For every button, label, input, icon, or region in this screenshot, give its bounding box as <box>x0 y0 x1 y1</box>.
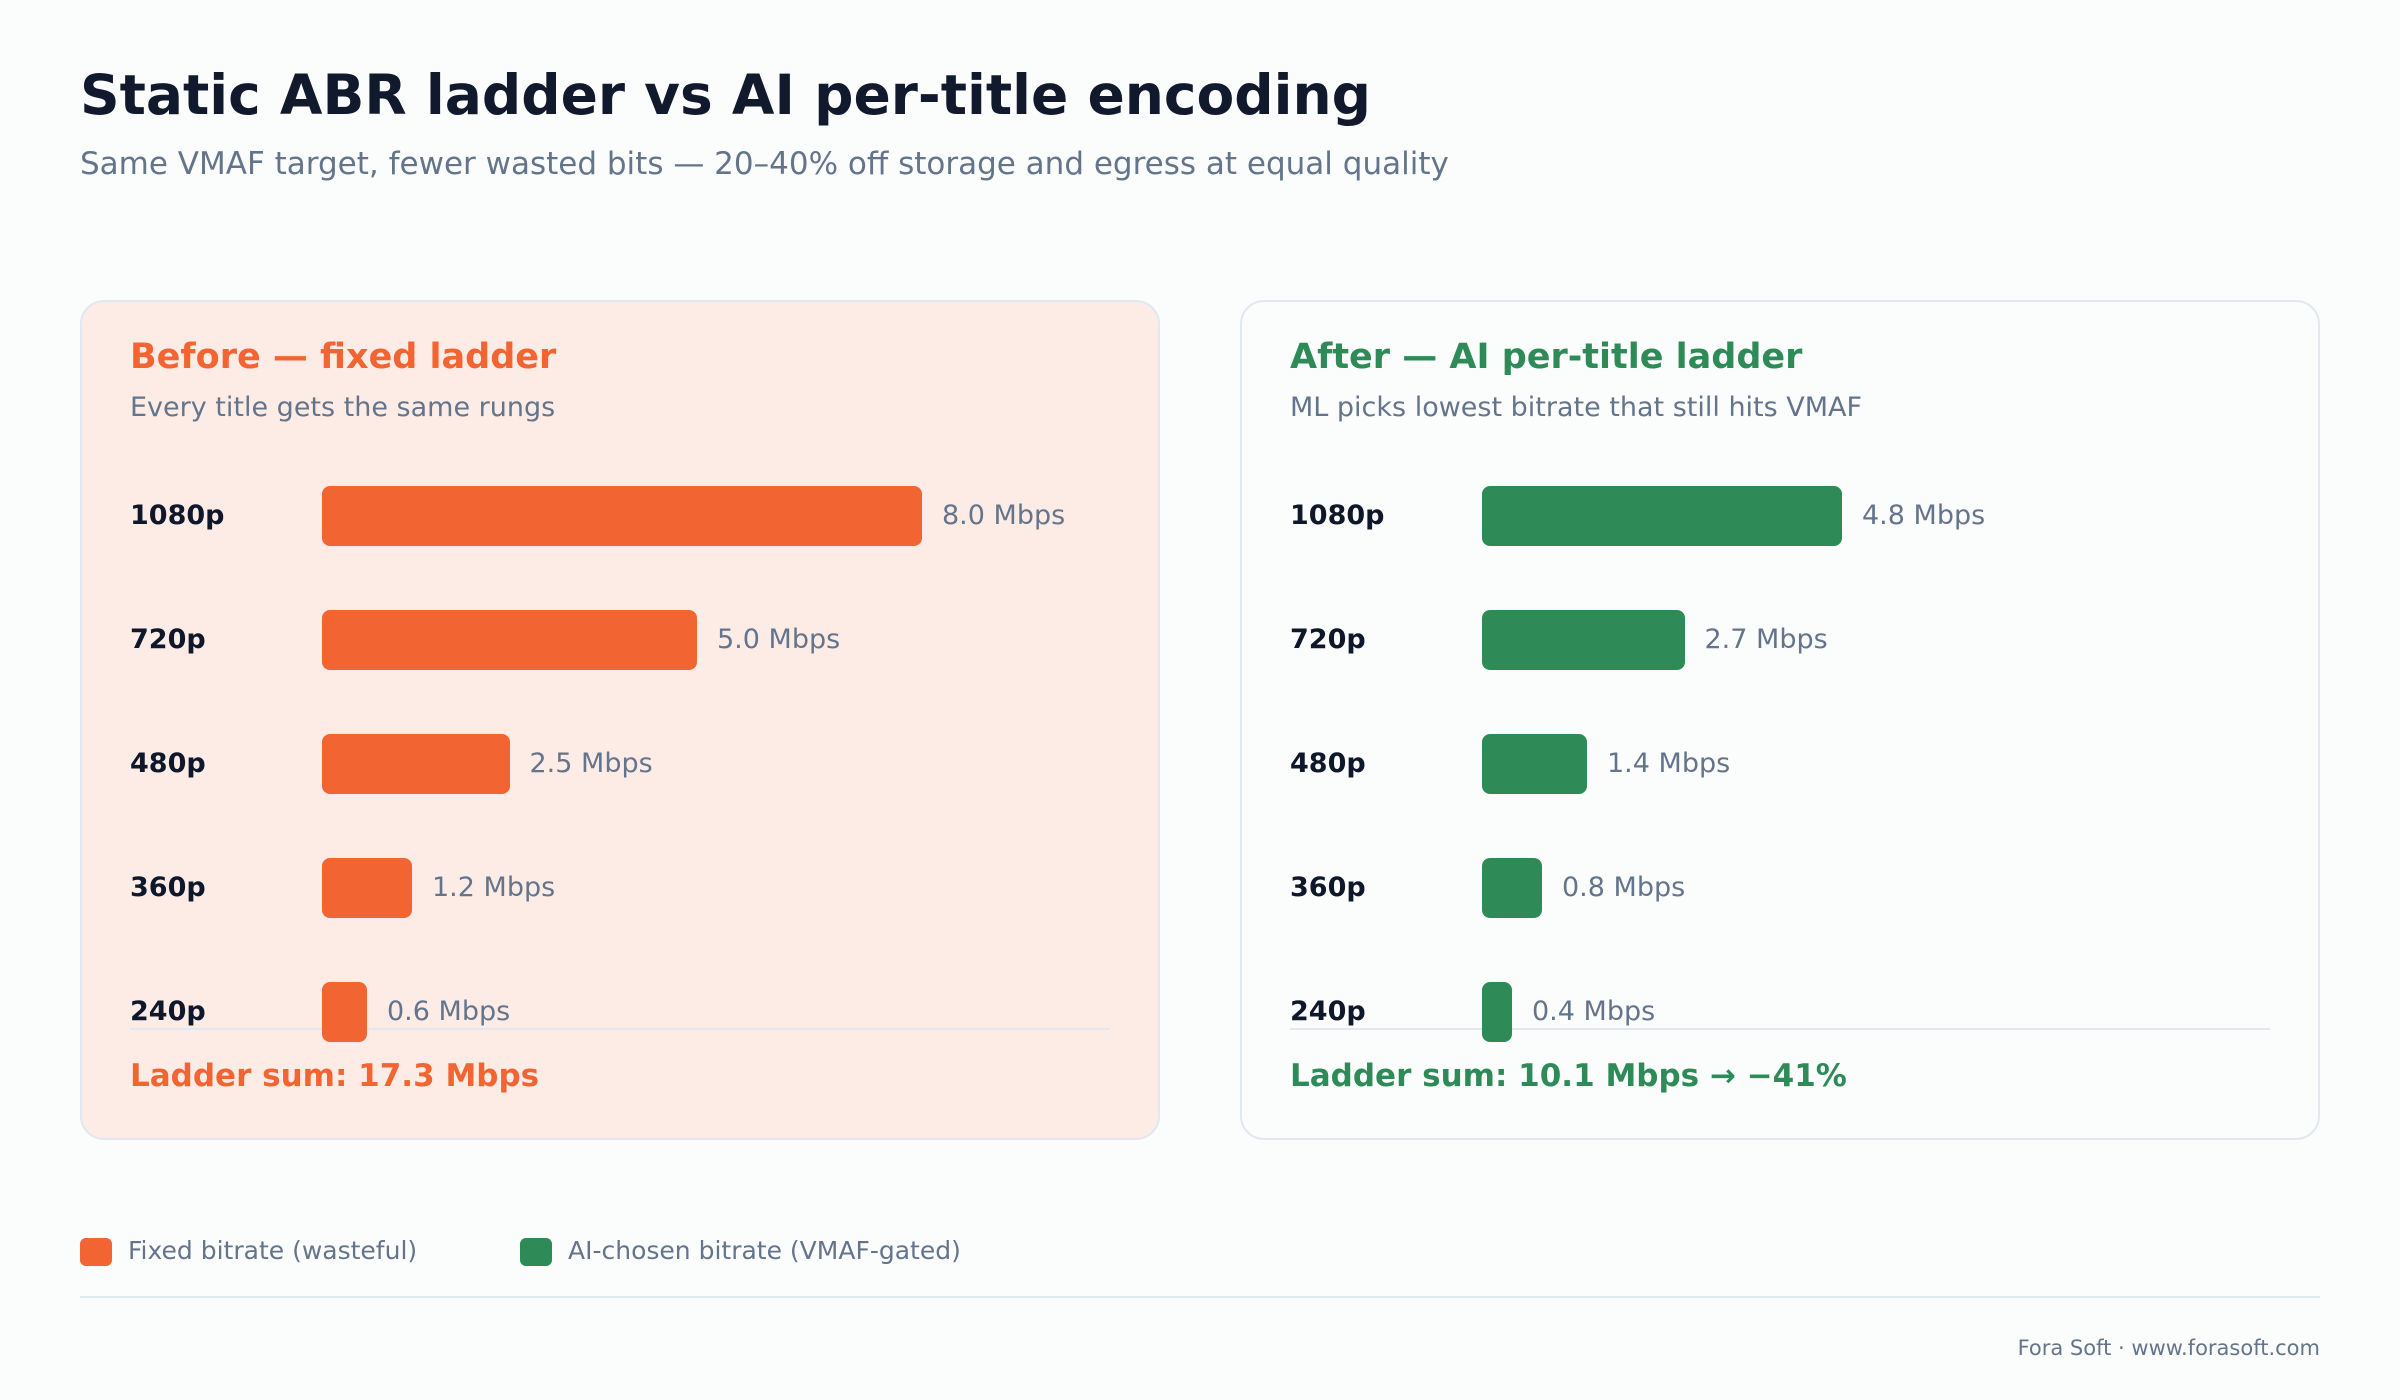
ai-ladder-bar-480p <box>1482 734 1587 794</box>
ai-ladder-bar-240p <box>1482 982 1512 1042</box>
fixed-ladder-title: Before — fixed ladder <box>130 337 557 377</box>
fixed-ladder-bar-value-480p: 2.5 Mbps <box>529 747 653 779</box>
fixed-ladder-rung-label-240p: 240p <box>130 995 206 1027</box>
ai-ladder-bar-value-240p: 0.4 Mbps <box>1532 995 1656 1027</box>
footer-divider <box>80 1296 2320 1298</box>
ai-ladder-bar-value-720p: 2.7 Mbps <box>1704 623 1828 655</box>
ai-ladder-rung-label-360p: 360p <box>1290 871 1366 903</box>
ai-ladder-sum: Ladder sum: 10.1 Mbps → −41% <box>1290 1058 1847 1094</box>
fixed-ladder-bar-value-360p: 1.2 Mbps <box>432 871 556 903</box>
legend-label-fixed: Fixed bitrate (wasteful) <box>128 1236 418 1265</box>
ai-ladder-subtitle: ML picks lowest bitrate that still hits … <box>1290 392 1863 423</box>
fixed-ladder-rung-label-720p: 720p <box>130 623 206 655</box>
fixed-ladder-rung-label-360p: 360p <box>130 871 206 903</box>
fixed-ladder-bar-480p <box>322 734 510 794</box>
fixed-ladder-bar-1080p <box>322 486 922 546</box>
ai-ladder-bar-value-1080p: 4.8 Mbps <box>1862 499 1986 531</box>
ai-ladder-title: After — AI per-title ladder <box>1290 337 1803 377</box>
page-subtitle: Same VMAF target, fewer wasted bits — 20… <box>80 146 1449 182</box>
fixed-ladder-bar-value-240p: 0.6 Mbps <box>387 995 511 1027</box>
ai-ladder-bar-360p <box>1482 858 1542 918</box>
footer-credit: Fora Soft · www.forasoft.com <box>2017 1336 2320 1360</box>
fixed-ladder-rung-label-480p: 480p <box>130 747 206 779</box>
fixed-ladder-subtitle: Every title gets the same rungs <box>130 392 556 423</box>
ai-ladder-rung-label-480p: 480p <box>1290 747 1366 779</box>
fixed-ladder-divider <box>130 1028 1110 1030</box>
ai-ladder-rung-label-240p: 240p <box>1290 995 1366 1027</box>
fixed-ladder-bar-240p <box>322 982 367 1042</box>
legend-swatch-fixed <box>80 1238 112 1266</box>
fixed-ladder-panel: Before — fixed ladder Every title gets t… <box>80 300 1160 1140</box>
fixed-ladder-rung-label-1080p: 1080p <box>130 499 225 531</box>
fixed-ladder-bar-value-720p: 5.0 Mbps <box>717 623 841 655</box>
legend-swatch-ai <box>520 1238 552 1266</box>
fixed-ladder-bar-720p <box>322 610 697 670</box>
ai-ladder-rung-label-720p: 720p <box>1290 623 1366 655</box>
ai-ladder-bar-720p <box>1482 610 1685 670</box>
legend-label-ai: AI-chosen bitrate (VMAF-gated) <box>568 1236 961 1265</box>
fixed-ladder-bar-360p <box>322 858 412 918</box>
fixed-ladder-sum: Ladder sum: 17.3 Mbps <box>130 1058 540 1094</box>
fixed-ladder-bar-value-1080p: 8.0 Mbps <box>942 499 1066 531</box>
ai-ladder-bar-1080p <box>1482 486 1842 546</box>
ai-ladder-bar-value-360p: 0.8 Mbps <box>1562 871 1686 903</box>
ai-ladder-divider <box>1290 1028 2270 1030</box>
ai-ladder-bar-value-480p: 1.4 Mbps <box>1607 747 1731 779</box>
ai-ladder-panel: After — AI per-title ladder ML picks low… <box>1240 300 2320 1140</box>
page-title: Static ABR ladder vs AI per-title encodi… <box>80 63 1372 127</box>
ai-ladder-rung-label-1080p: 1080p <box>1290 499 1385 531</box>
